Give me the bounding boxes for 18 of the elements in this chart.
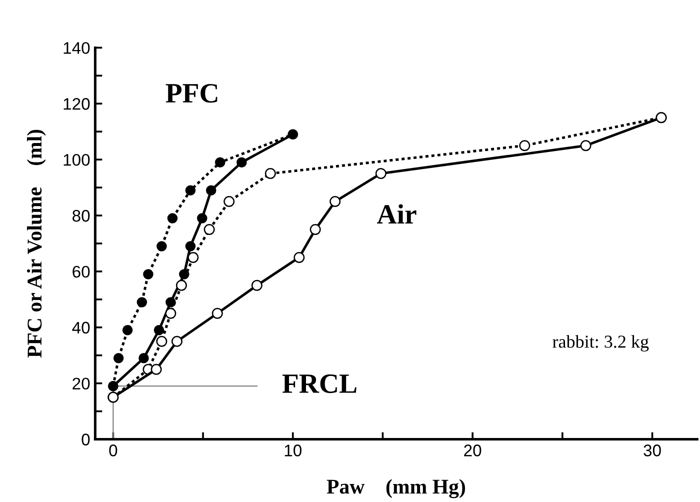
x-tick-label: 20 [464,444,482,456]
y-tick-label: 40 [72,322,90,334]
x-tick-label: 0 [109,444,118,456]
series-label: PFC [166,84,218,103]
x-tick-label: 30 [644,444,661,456]
y-tick-label: 100 [64,154,90,166]
x-axis-title: Paw (mm Hg) [326,479,466,498]
y-tick-label: 0 [82,434,90,446]
series-label: Air [377,204,416,224]
y-tick-label: 140 [64,42,90,54]
series-label: FRCL [282,374,356,394]
y-tick-label: 20 [72,378,90,390]
y-tick-label: 60 [72,266,90,278]
x-tick-label: 10 [284,444,302,456]
y-tick-label: 80 [72,210,90,222]
y-tick-label: 120 [64,98,90,110]
y-axis-title: PFC or Air Volume (ml) [26,130,46,358]
annotation: rabbit: 3.2 kg [552,335,649,352]
